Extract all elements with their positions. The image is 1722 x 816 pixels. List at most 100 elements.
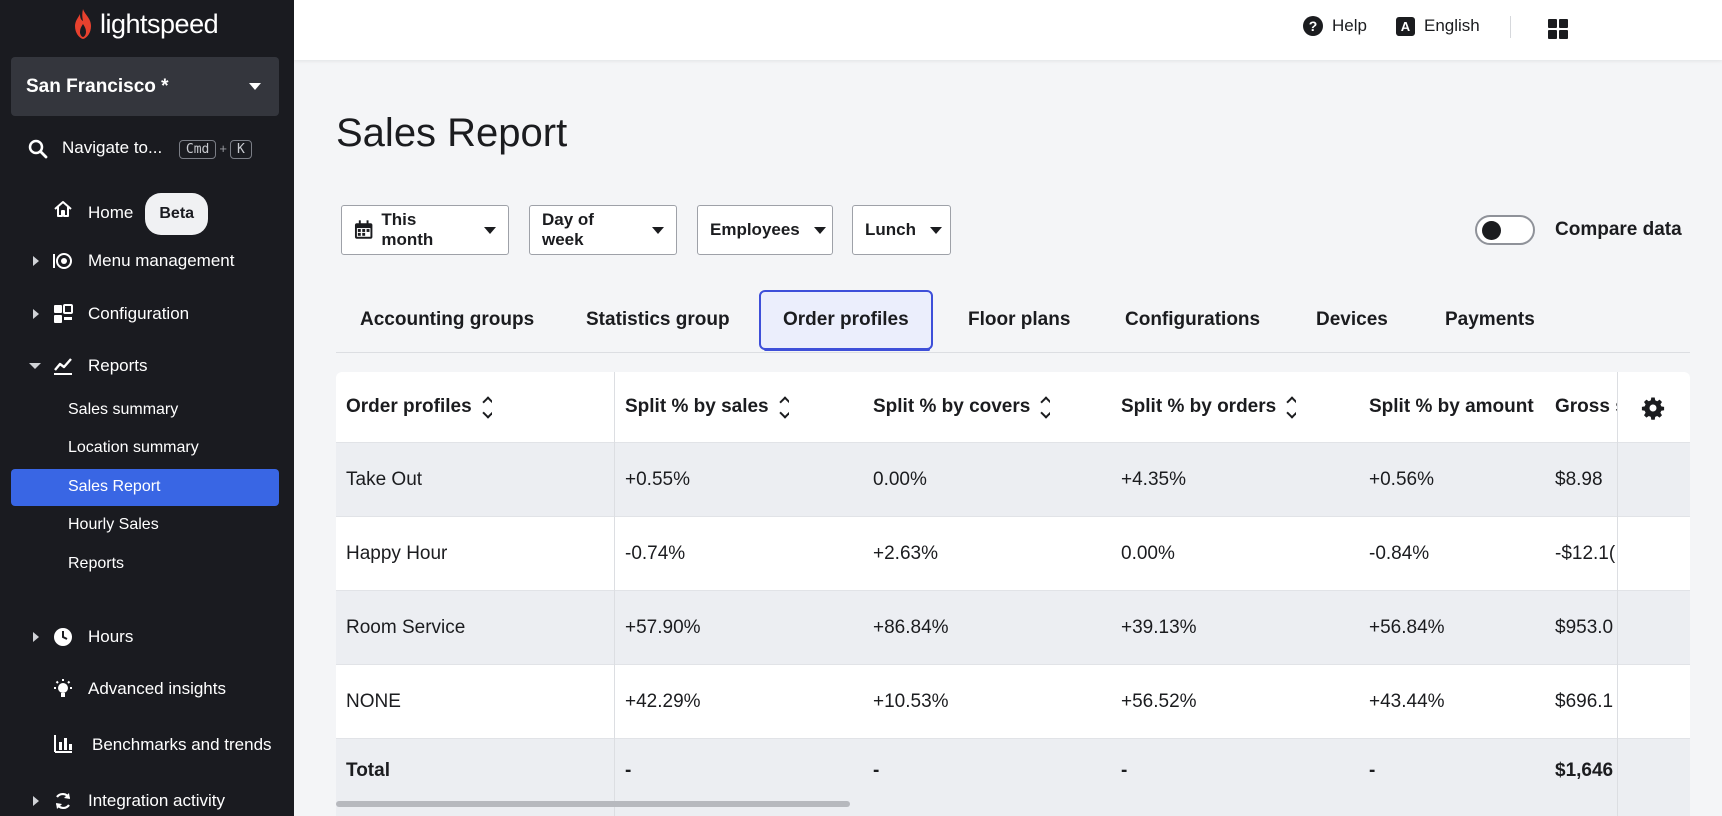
sidebar-subitem-location-summary[interactable]: Location summary [68,439,199,456]
sidebar-subitem-sales-summary[interactable]: Sales summary [68,401,179,418]
sidebar-item-integration-activity[interactable]: Integration activity [0,789,294,813]
cell-total-split-covers: - [873,760,880,781]
filter-label: Lunch [865,220,916,239]
sort-icon [481,395,492,419]
sidebar-item-advanced-insights[interactable]: Advanced insights [0,677,294,701]
sidebar-item-label: Home [88,203,134,222]
cell-total-split-sales: - [625,760,632,781]
cell-split-orders: +4.35% [1121,468,1186,490]
table-row[interactable]: Take Out +0.55% 0.00% +4.35% +0.56% $8.9… [336,442,1690,516]
header-label: Gross s [1555,396,1617,417]
table-row[interactable]: NONE +42.29% +10.53% +56.52% +43.44% $69… [336,664,1690,738]
cell-split-sales: -0.74% [625,542,686,564]
tab-payments[interactable]: Payments [1445,309,1535,330]
column-header-split-covers[interactable]: Split % by covers [873,372,1051,442]
sidebar-subitem-sales-report[interactable]: Sales Report [68,478,161,495]
kbd-plus: + [219,141,227,156]
header-label: Split % by orders [1121,396,1277,417]
sidebar-subitem-reports[interactable]: Reports [68,555,125,572]
column-header-gross-sales[interactable]: Gross s [1555,372,1617,442]
service-filter[interactable]: Lunch [852,205,951,255]
chevron-down-icon [930,226,942,234]
sidebar-item-menu-management[interactable]: Menu management [0,249,294,273]
help-link[interactable]: ? Help [1303,16,1367,36]
sort-icon [1286,395,1297,419]
language-icon: A [1396,16,1415,36]
active-tab-indicator [764,348,930,351]
location-name: San Francisco * [26,75,169,97]
cell-total-gross-sales: $1,646 [1555,760,1614,781]
cell-profile: NONE [346,690,401,712]
configuration-icon [52,303,74,325]
beta-badge: Beta [145,193,209,235]
sidebar-item-label: Integration activity [88,791,226,810]
column-header-split-amount[interactable]: Split % by amount [1369,372,1534,442]
navigate-label: Navigate to... [62,138,163,157]
sidebar-subitem-hourly-sales[interactable]: Hourly Sales [68,516,159,533]
cell-split-orders: +56.52% [1121,690,1197,712]
horizontal-scrollbar[interactable] [336,801,850,807]
help-label: Help [1332,16,1367,35]
sidebar-item-reports[interactable]: Reports [0,354,294,378]
tab-devices[interactable]: Devices [1316,309,1388,330]
header-label: Split % by amount [1369,396,1534,417]
table-row[interactable]: Room Service +57.90% +86.84% +39.13% +56… [336,590,1690,664]
lightspeed-logo[interactable]: lightspeed [72,8,219,40]
help-icon: ? [1303,16,1323,36]
sidebar-item-benchmarks-and-trends[interactable]: Benchmarks and trends [0,733,294,757]
filter-label: Employees [710,220,800,239]
cell-total-split-orders: - [1121,760,1128,781]
chevron-down-icon [813,226,826,234]
home-icon [52,198,74,220]
reports-icon [52,355,74,377]
navigate-search[interactable]: Navigate to... Cmd + K [28,138,252,159]
sidebar-item-home[interactable]: Home Beta [0,193,294,235]
column-header-split-orders[interactable]: Split % by orders [1121,372,1297,442]
column-header-split-sales[interactable]: Split % by sales [625,372,789,442]
collapse-arrow-icon [29,363,41,369]
page-title: Sales Report [336,111,568,155]
date-range-filter[interactable]: This month [341,205,509,255]
cell-split-covers: 0.00% [873,468,927,490]
sidebar: lightspeed San Francisco * Navigate to..… [0,0,294,816]
compare-data-toggle[interactable] [1475,215,1535,245]
toggle-knob [1482,221,1501,240]
language-selector[interactable]: A English [1396,16,1480,36]
tab-statistics-group[interactable]: Statistics group [586,309,730,330]
apps-grid-icon[interactable] [1548,19,1568,39]
column-header-order-profiles[interactable]: Order profiles [346,372,492,442]
gear-icon[interactable] [1641,396,1665,420]
sort-icon [778,395,789,419]
sort-icon [1040,395,1051,419]
divider [1510,16,1511,38]
tab-accounting-groups[interactable]: Accounting groups [360,309,535,330]
clock-icon [52,626,74,648]
cell-split-sales: +42.29% [625,690,701,712]
order-profiles-table: Order profiles Split % by sales Split % … [336,372,1690,816]
report-tabs: Accounting groups Statistics group Order… [336,289,1690,353]
chevron-down-icon [484,226,496,234]
cell-total-split-amount: - [1369,760,1376,781]
grouping-filter[interactable]: Day of week [529,205,677,255]
tab-floor-plans[interactable]: Floor plans [968,309,1071,330]
employees-filter[interactable]: Employees [697,205,833,255]
header-label: Split % by covers [873,396,1031,417]
table-row[interactable]: Happy Hour -0.74% +2.63% 0.00% -0.84% -$… [336,516,1690,590]
sidebar-item-label: Menu management [88,251,235,270]
tab-configurations[interactable]: Configurations [1125,309,1261,330]
brand-name: lightspeed [100,8,219,39]
sidebar-item-configuration[interactable]: Configuration [0,302,294,326]
tab-order-profiles[interactable]: Order profiles [759,290,933,350]
chevron-down-icon [652,226,664,234]
cell-gross-sales: -$12.1( [1555,542,1616,564]
cell-split-amount: +56.84% [1369,616,1445,638]
cell-split-amount: -0.84% [1369,542,1430,564]
location-selector[interactable]: San Francisco * [11,57,279,116]
sidebar-item-label: Reports [88,356,148,375]
header-label: Order profiles [346,396,472,417]
sidebar-item-label: Advanced insights [88,679,226,698]
filter-label: Day of week [542,210,594,249]
cell-gross-sales: $8.98 [1555,468,1603,490]
cell-split-sales: +57.90% [625,616,701,638]
sidebar-item-hours[interactable]: Hours [0,625,294,649]
